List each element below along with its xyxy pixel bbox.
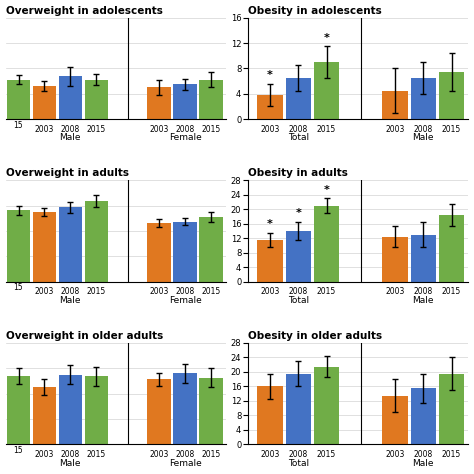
Bar <box>84 201 108 282</box>
Bar <box>286 78 311 119</box>
Bar <box>199 80 223 119</box>
Bar <box>314 206 339 282</box>
Bar <box>84 80 108 119</box>
Text: 15: 15 <box>14 283 23 292</box>
Text: Male: Male <box>60 459 81 468</box>
Text: Overweight in adults: Overweight in adults <box>6 168 128 178</box>
Bar <box>383 395 408 445</box>
Bar <box>7 210 30 282</box>
Bar <box>147 379 171 445</box>
Text: *: * <box>324 33 329 43</box>
Bar <box>383 91 408 119</box>
Text: Total: Total <box>288 296 309 305</box>
Text: Obesity in adults: Obesity in adults <box>247 168 347 178</box>
Bar <box>286 231 311 282</box>
Bar <box>314 62 339 119</box>
Text: Female: Female <box>169 459 201 468</box>
Text: Male: Male <box>60 133 81 142</box>
Text: Obesity in older adults: Obesity in older adults <box>247 331 382 341</box>
Bar <box>199 378 223 445</box>
Bar <box>173 373 197 445</box>
Text: Obesity in adolescents: Obesity in adolescents <box>247 6 381 16</box>
Bar <box>257 95 283 119</box>
Bar <box>33 212 56 282</box>
Bar <box>439 374 464 445</box>
Bar <box>33 86 56 119</box>
Text: Total: Total <box>288 133 309 142</box>
Text: *: * <box>267 219 273 229</box>
Bar <box>59 374 82 445</box>
Bar <box>383 237 408 282</box>
Bar <box>314 366 339 445</box>
Bar <box>7 80 30 119</box>
Text: Overweight in older adults: Overweight in older adults <box>6 331 163 341</box>
Bar <box>257 386 283 445</box>
Bar <box>439 215 464 282</box>
Bar <box>84 376 108 445</box>
Text: *: * <box>295 209 301 219</box>
Bar <box>59 207 82 282</box>
Text: 15: 15 <box>14 121 23 130</box>
Text: Total: Total <box>288 459 309 468</box>
Bar <box>410 235 436 282</box>
Text: Male: Male <box>412 133 434 142</box>
Text: Male: Male <box>412 296 434 305</box>
Bar <box>410 78 436 119</box>
Bar <box>439 72 464 119</box>
Bar <box>147 88 171 119</box>
Bar <box>173 221 197 282</box>
Text: Female: Female <box>169 133 201 142</box>
Bar <box>257 240 283 282</box>
Bar <box>173 84 197 119</box>
Text: Female: Female <box>169 296 201 305</box>
Text: Male: Male <box>60 296 81 305</box>
Bar <box>33 387 56 445</box>
Bar <box>410 388 436 445</box>
Text: Overweight in adolescents: Overweight in adolescents <box>6 6 163 16</box>
Text: Male: Male <box>412 459 434 468</box>
Bar <box>59 76 82 119</box>
Text: *: * <box>267 70 273 80</box>
Bar <box>147 223 171 282</box>
Bar <box>7 376 30 445</box>
Bar <box>199 217 223 282</box>
Text: 15: 15 <box>14 446 23 455</box>
Bar <box>286 374 311 445</box>
Text: *: * <box>324 185 329 195</box>
